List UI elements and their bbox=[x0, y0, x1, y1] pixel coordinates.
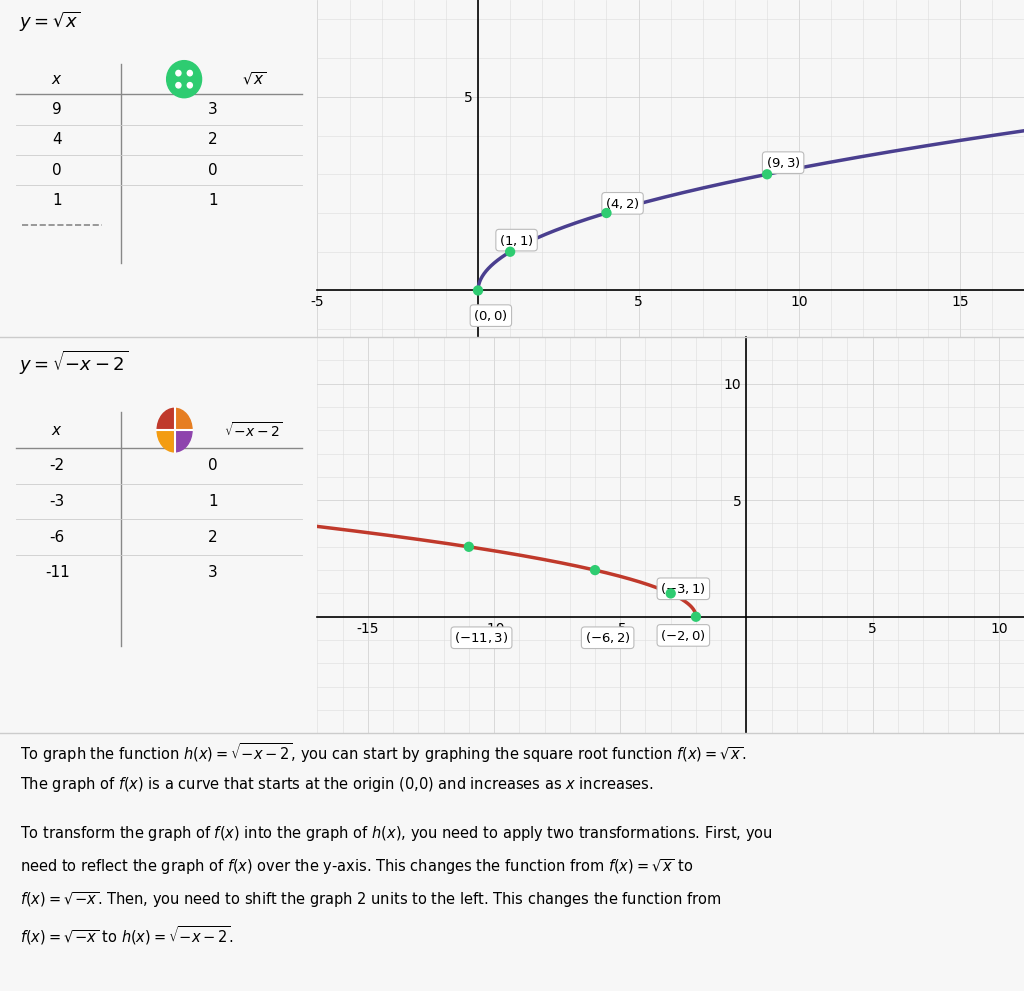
Point bbox=[461, 539, 477, 555]
Wedge shape bbox=[174, 408, 193, 430]
Text: -3: -3 bbox=[49, 494, 65, 509]
Point bbox=[470, 282, 486, 298]
Text: $y = \sqrt{-x-2}$: $y = \sqrt{-x-2}$ bbox=[19, 349, 128, 377]
Text: $y = \sqrt{x}$: $y = \sqrt{x}$ bbox=[19, 10, 81, 35]
Text: $(0, 0)$: $(0, 0)$ bbox=[473, 308, 508, 323]
Text: 1: 1 bbox=[52, 193, 61, 208]
Wedge shape bbox=[174, 430, 193, 452]
Text: 3: 3 bbox=[208, 565, 217, 581]
Text: $(-6, 2)$: $(-6, 2)$ bbox=[585, 630, 631, 645]
Circle shape bbox=[176, 70, 181, 76]
Point bbox=[502, 244, 518, 260]
Text: $(-3, 1)$: $(-3, 1)$ bbox=[660, 582, 707, 597]
Text: 3: 3 bbox=[208, 102, 217, 117]
Wedge shape bbox=[157, 408, 174, 430]
Text: 4: 4 bbox=[52, 133, 61, 148]
Wedge shape bbox=[157, 430, 174, 452]
Text: -2: -2 bbox=[49, 458, 65, 474]
Point bbox=[598, 205, 614, 221]
Circle shape bbox=[187, 70, 193, 76]
Text: 0: 0 bbox=[52, 163, 61, 177]
Text: $x$: $x$ bbox=[51, 71, 62, 86]
Text: $(4, 2)$: $(4, 2)$ bbox=[605, 196, 640, 211]
Point bbox=[663, 586, 679, 602]
Text: To transform the graph of $f(x)$ into the graph of $h(x)$, you need to apply two: To transform the graph of $f(x)$ into th… bbox=[20, 824, 773, 842]
Point bbox=[759, 166, 775, 182]
Circle shape bbox=[176, 82, 181, 88]
Text: $f(x) = \sqrt{-x}$ to $h(x) = \sqrt{-x-2}$.: $f(x) = \sqrt{-x}$ to $h(x) = \sqrt{-x-2… bbox=[20, 924, 234, 946]
Circle shape bbox=[187, 82, 193, 88]
Text: $f(x) = \sqrt{-x}$. Then, you need to shift the graph 2 units to the left. This : $f(x) = \sqrt{-x}$. Then, you need to sh… bbox=[20, 891, 722, 911]
Text: $\sqrt{-x-2}$: $\sqrt{-x-2}$ bbox=[224, 420, 284, 440]
Text: 0: 0 bbox=[208, 458, 217, 474]
Text: -6: -6 bbox=[49, 529, 65, 545]
Text: 1: 1 bbox=[208, 193, 217, 208]
Text: $(-11, 3)$: $(-11, 3)$ bbox=[455, 630, 509, 645]
Text: 0: 0 bbox=[208, 163, 217, 177]
Text: The graph of $f(x)$ is a curve that starts at the origin (0,0) and increases as : The graph of $f(x)$ is a curve that star… bbox=[20, 775, 654, 794]
Text: To graph the function $h(x) = \sqrt{-x-2}$, you can start by graphing the square: To graph the function $h(x) = \sqrt{-x-2… bbox=[20, 741, 746, 765]
Text: 2: 2 bbox=[208, 529, 217, 545]
Text: $x$: $x$ bbox=[51, 422, 62, 438]
Text: $\sqrt{x}$: $\sqrt{x}$ bbox=[242, 70, 266, 87]
Text: 1: 1 bbox=[208, 494, 217, 509]
Text: $(-2, 0)$: $(-2, 0)$ bbox=[660, 628, 707, 643]
Text: need to reflect the graph of $f(x)$ over the y-axis. This changes the function f: need to reflect the graph of $f(x)$ over… bbox=[20, 857, 694, 877]
Text: 9: 9 bbox=[52, 102, 62, 117]
Text: -11: -11 bbox=[45, 565, 70, 581]
Circle shape bbox=[167, 60, 202, 98]
Point bbox=[587, 562, 603, 578]
Text: $(1, 1)$: $(1, 1)$ bbox=[499, 233, 534, 248]
Point bbox=[688, 608, 705, 624]
Text: $(9, 3)$: $(9, 3)$ bbox=[766, 156, 801, 170]
Text: 2: 2 bbox=[208, 133, 217, 148]
